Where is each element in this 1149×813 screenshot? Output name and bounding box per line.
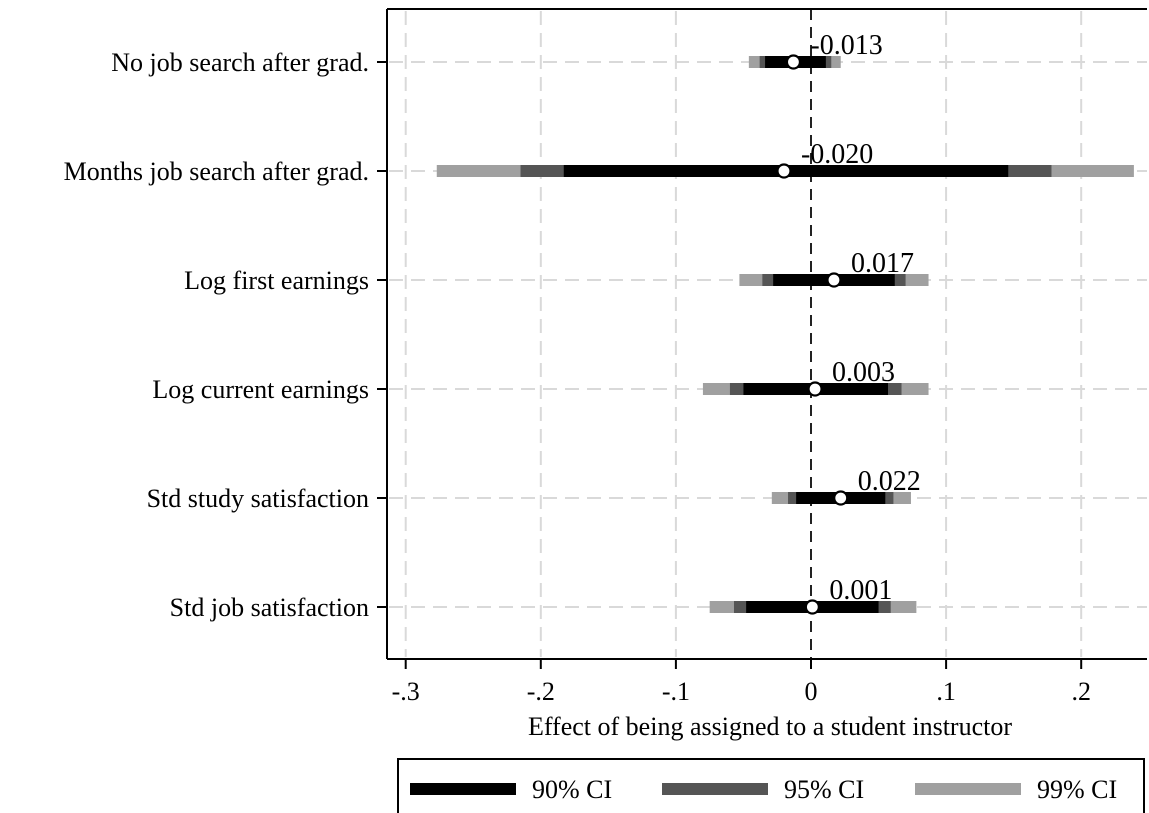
x-axis-label: Effect of being assigned to a student in…	[528, 712, 1012, 741]
category-label: Std job satisfaction	[170, 593, 369, 622]
x-tick-label: -.2	[527, 677, 555, 706]
legend: 90% CI 95% CI 99% CI	[397, 758, 1145, 813]
legend-label: 99% CI	[1037, 775, 1117, 804]
point-estimate	[804, 599, 820, 615]
category-label: Log first earnings	[184, 266, 369, 295]
estimate-value-label: -0.013	[810, 30, 882, 61]
legend-label: 90% CI	[532, 775, 612, 804]
axis-layer: -.3 -.2 -.1 0 .1 .2 No job search after grad. M…	[64, 8, 1147, 706]
estimate-value-label: 0.001	[829, 575, 892, 606]
point-estimate	[776, 163, 792, 179]
estimate-value-label: 0.017	[851, 248, 914, 279]
x-tick-label: 0	[805, 677, 818, 706]
x-tick-label: -.1	[662, 677, 690, 706]
labels-layer: -0.013 -0.020 0.017 0.003 0.022 0.001	[801, 30, 921, 606]
estimate-value-label: 0.003	[832, 357, 895, 388]
estimate-value-label: 0.022	[858, 466, 921, 497]
x-tick-label: .1	[936, 677, 956, 706]
x-tick-label: .2	[1071, 677, 1091, 706]
legend-label: 95% CI	[784, 775, 864, 804]
category-label: No job search after grad.	[111, 48, 369, 77]
point-estimate	[785, 54, 802, 70]
marks-layer	[436, 54, 1134, 615]
point-estimate	[826, 272, 842, 288]
category-label: Std study satisfaction	[147, 484, 369, 513]
x-tick-label: -.3	[392, 677, 420, 706]
category-label: Log current earnings	[152, 375, 369, 404]
point-estimate	[807, 381, 823, 397]
estimate-value-label: -0.020	[801, 139, 873, 170]
point-estimate	[833, 490, 849, 506]
grid-layer	[389, 9, 1147, 659]
category-label: Months job search after grad.	[64, 157, 369, 186]
